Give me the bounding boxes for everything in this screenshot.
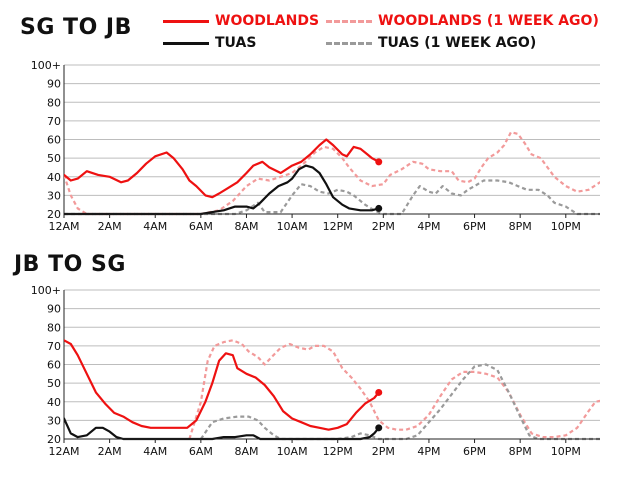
x-tick-label: 8AM (234, 220, 258, 233)
series-line-tuas-1-week-ago (64, 179, 600, 216)
x-tick-label: 10PM (551, 445, 581, 458)
x-tick-label: 2PM (372, 445, 395, 458)
legend-tuas: TUAS (163, 35, 256, 51)
y-tick-label: 80 (47, 321, 61, 334)
y-tick-label: 100+ (31, 284, 61, 297)
x-tick-label: 2PM (372, 220, 395, 233)
y-tick-label: 20 (47, 433, 61, 446)
y-tick-label: 60 (47, 359, 61, 372)
legend-swatch-woodlands (163, 19, 209, 23)
legend-label-woodlands-week-ago: WOODLANDS (1 WEEK AGO) (378, 13, 599, 29)
series-endpoint-tuas (375, 204, 383, 212)
x-tick-label: 8PM (509, 220, 532, 233)
legend-woodlands-week-ago: WOODLANDS (1 WEEK AGO) (326, 13, 599, 29)
y-tick-label: 40 (47, 396, 61, 409)
y-tick-label: 20 (47, 208, 61, 221)
x-tick-label: 12PM (323, 445, 353, 458)
series-line-tuas (64, 164, 380, 216)
y-tick-label: 70 (47, 340, 61, 353)
x-tick-label: 2AM (98, 220, 122, 233)
x-tick-label: 6PM (463, 220, 486, 233)
chart-1: 20 30 40 50 60 70 80 90 100+ 12AM 2AM 4AM 6AM 8AM 10AM… (31, 284, 600, 458)
y-tick-label: 80 (47, 96, 61, 109)
x-tick-label: 10PM (551, 220, 581, 233)
legend-label-woodlands: WOODLANDS (215, 13, 320, 29)
legend-woodlands: WOODLANDS (163, 13, 319, 29)
legend-label-tuas: TUAS (215, 35, 257, 51)
legend-swatch-tuas (163, 41, 209, 45)
series-endpoint-woodlands (375, 158, 383, 166)
chart-0: 20 30 40 50 60 70 80 90 100+ 12AM 2AM 4AM 6AM 8AM 10AM… (31, 59, 600, 233)
y-tick-label: 90 (47, 303, 61, 316)
series-line-woodlands (64, 339, 380, 431)
x-tick-label: 4AM (143, 220, 167, 233)
legend-tuas-week-ago: TUAS (1 WEEK AGO) (326, 35, 536, 51)
x-tick-label: 6PM (463, 445, 486, 458)
y-tick-label: 40 (47, 171, 61, 184)
x-tick-label: 10AM (277, 220, 308, 233)
y-tick-label: 60 (47, 134, 61, 147)
x-tick-label: 12AM (48, 445, 79, 458)
series-group-0 (64, 131, 600, 216)
y-tick-label: 50 (47, 152, 61, 165)
x-tick-label: 4AM (143, 445, 167, 458)
legend-label-tuas-week-ago: TUAS (1 WEEK AGO) (378, 35, 537, 51)
x-tick-label: 12AM (48, 220, 79, 233)
series-line-woodlands (64, 138, 380, 199)
series-endpoint-woodlands (375, 388, 383, 396)
y-tick-label: 30 (47, 189, 61, 202)
x-tick-label: 10AM (277, 445, 308, 458)
series-line-woodlands-1-week-ago (188, 339, 600, 440)
y-tick-label: 30 (47, 414, 61, 427)
chart-title-jb-to-sg: JB TO SG (14, 252, 126, 277)
y-tick-label: 50 (47, 377, 61, 390)
x-tick-label: 12PM (323, 220, 353, 233)
x-tick-label: 2AM (98, 445, 122, 458)
y-tick-label: 100+ (31, 59, 61, 72)
x-tick-label: 8PM (509, 445, 532, 458)
legend-swatch-woodlands-week-ago (326, 19, 372, 23)
x-tick-label: 8AM (234, 445, 258, 458)
series-endpoint-tuas (375, 424, 383, 432)
series-group-1 (64, 339, 600, 441)
x-tick-label: 6AM (189, 220, 213, 233)
legend-swatch-tuas-week-ago (326, 41, 372, 45)
chart-title-sg-to-jb: SG TO JB (20, 15, 132, 40)
y-tick-label: 90 (47, 78, 61, 91)
y-tick-label: 70 (47, 115, 61, 128)
series-line-woodlands-1-week-ago (64, 131, 600, 216)
x-tick-label: 6AM (189, 445, 213, 458)
x-tick-label: 4PM (417, 220, 440, 233)
x-tick-label: 4PM (417, 445, 440, 458)
